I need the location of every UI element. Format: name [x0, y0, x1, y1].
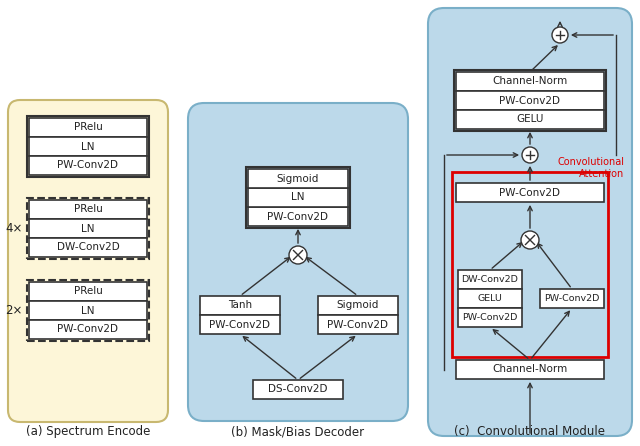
Circle shape [289, 246, 307, 264]
Text: PRelu: PRelu [74, 123, 102, 132]
Text: LN: LN [81, 306, 95, 315]
Bar [454, 70, 606, 131]
Text: (c)  Convolutional Module: (c) Convolutional Module [454, 425, 605, 438]
Bar [29, 238, 147, 257]
Text: LN: LN [81, 141, 95, 152]
Bar [452, 172, 608, 357]
Text: LN: LN [291, 193, 305, 202]
Bar [27, 198, 149, 259]
Bar [29, 200, 147, 219]
Bar [27, 116, 149, 177]
Bar [29, 156, 147, 175]
Bar [458, 270, 522, 289]
Text: Sigmoid: Sigmoid [277, 173, 319, 183]
FancyBboxPatch shape [188, 103, 408, 421]
Text: PW-Conv2D: PW-Conv2D [58, 161, 118, 170]
Circle shape [522, 147, 538, 163]
Text: DW-Conv2D: DW-Conv2D [461, 275, 518, 284]
Text: Convolutional
Attention: Convolutional Attention [557, 157, 624, 179]
Circle shape [552, 27, 568, 43]
Text: DS-Conv2D: DS-Conv2D [268, 384, 328, 395]
Bar [458, 308, 522, 327]
Bar [248, 207, 348, 226]
Text: PW-Conv2D: PW-Conv2D [544, 294, 600, 303]
Bar [246, 167, 350, 228]
Bar [29, 320, 147, 339]
Bar [29, 282, 147, 301]
Bar [456, 360, 604, 379]
Bar [456, 110, 604, 129]
Text: PW-Conv2D: PW-Conv2D [462, 313, 518, 322]
Text: Tanh: Tanh [228, 301, 252, 310]
Text: 2×: 2× [6, 304, 23, 317]
Bar [248, 169, 348, 188]
FancyBboxPatch shape [428, 8, 632, 436]
Bar [29, 301, 147, 320]
Bar [200, 315, 280, 334]
Text: PW-Conv2D: PW-Conv2D [499, 95, 561, 106]
Bar [540, 289, 604, 308]
Text: Channel-Norm: Channel-Norm [492, 77, 568, 87]
Bar [318, 315, 398, 334]
Text: PW-Conv2D: PW-Conv2D [499, 187, 561, 198]
Text: PRelu: PRelu [74, 286, 102, 297]
Bar [318, 296, 398, 315]
Bar [200, 296, 280, 315]
Text: 4×: 4× [6, 222, 23, 235]
Circle shape [521, 231, 539, 249]
Bar [248, 188, 348, 207]
Text: DW-Conv2D: DW-Conv2D [56, 243, 120, 252]
Text: (b) Mask/Bias Decoder: (b) Mask/Bias Decoder [232, 425, 365, 438]
Text: PW-Conv2D: PW-Conv2D [58, 325, 118, 334]
Text: PW-Conv2D: PW-Conv2D [268, 211, 328, 222]
Bar [29, 219, 147, 238]
Bar [253, 380, 343, 399]
Bar [29, 118, 147, 137]
Text: Channel-Norm: Channel-Norm [492, 364, 568, 375]
Text: PW-Conv2D: PW-Conv2D [209, 319, 271, 330]
Bar [458, 289, 522, 308]
Text: GELU: GELU [477, 294, 502, 303]
Text: PRelu: PRelu [74, 205, 102, 215]
Bar [456, 183, 604, 202]
Bar [27, 280, 149, 341]
Text: GELU: GELU [516, 115, 544, 124]
Text: (a) Spectrum Encode: (a) Spectrum Encode [26, 425, 150, 438]
Bar [456, 91, 604, 110]
Bar [456, 72, 604, 91]
Bar [29, 137, 147, 156]
Text: PW-Conv2D: PW-Conv2D [328, 319, 388, 330]
FancyBboxPatch shape [8, 100, 168, 422]
Text: Sigmoid: Sigmoid [337, 301, 379, 310]
Text: LN: LN [81, 223, 95, 234]
